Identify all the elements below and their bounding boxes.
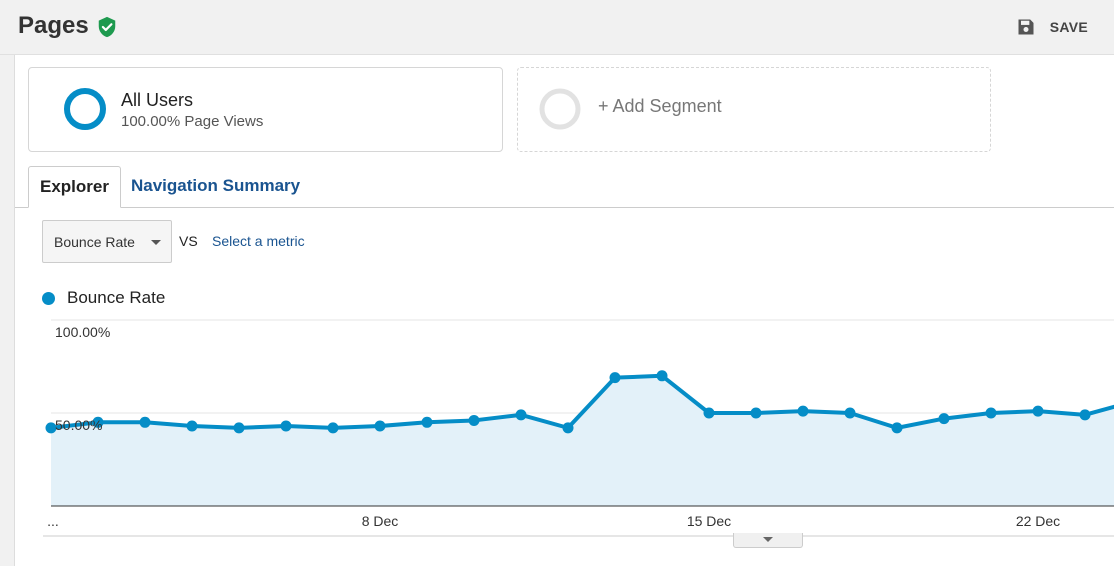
data-point xyxy=(374,420,386,432)
chart-expand-button[interactable] xyxy=(733,533,803,548)
data-point xyxy=(891,422,903,434)
page-title: Pages xyxy=(18,12,89,39)
segment-donut-icon xyxy=(64,88,106,130)
segment-subtitle: 100.00% Page Views xyxy=(121,113,264,130)
metric-dropdown-value: Bounce Rate xyxy=(54,234,135,250)
x-tick-label: 15 Dec xyxy=(687,513,731,529)
floppy-disk-icon xyxy=(1018,19,1034,35)
data-point xyxy=(938,413,950,425)
legend-dot xyxy=(42,292,55,305)
tab-navigation-summary[interactable]: Navigation Summary xyxy=(131,176,301,195)
data-point xyxy=(656,370,668,382)
data-point xyxy=(797,405,809,417)
data-point xyxy=(985,407,997,419)
data-point xyxy=(92,416,104,428)
save-button[interactable]: SAVE xyxy=(1016,15,1088,39)
chevron-down-icon xyxy=(151,240,161,245)
data-point xyxy=(421,416,433,428)
shield-check-icon xyxy=(98,16,116,38)
page-header: Pages SAVE xyxy=(0,0,1114,55)
data-point xyxy=(45,422,57,434)
data-point xyxy=(280,420,292,432)
data-point xyxy=(703,407,715,419)
segment-name: All Users xyxy=(121,90,194,110)
report-tabs: Explorer Navigation Summary xyxy=(15,166,1114,208)
data-point xyxy=(327,422,339,434)
data-point xyxy=(609,372,621,384)
add-segment-button[interactable]: + Add Segment xyxy=(517,67,991,152)
empty-segment-donut-icon xyxy=(539,88,581,130)
data-point xyxy=(468,414,480,426)
metric-dropdown[interactable]: Bounce Rate xyxy=(42,220,172,263)
tab-explorer[interactable]: Explorer xyxy=(28,166,121,208)
x-tick-label: ... xyxy=(47,513,59,529)
add-segment-label: + Add Segment xyxy=(598,96,722,116)
select-metric-link[interactable]: Select a metric xyxy=(212,233,305,249)
report-content: All Users 100.00% Page Views + Add Segme… xyxy=(14,55,1114,566)
data-point xyxy=(562,422,574,434)
save-label: SAVE xyxy=(1049,19,1088,35)
data-point xyxy=(139,416,151,428)
data-point xyxy=(844,407,856,419)
bounce-rate-chart: 100.00% 50.00%... 8 Dec 15 Dec 22 Dec xyxy=(43,319,1114,537)
data-point xyxy=(233,422,245,434)
data-point xyxy=(1079,409,1091,421)
segment-all-users[interactable]: All Users 100.00% Page Views xyxy=(28,67,503,152)
data-point xyxy=(1032,405,1044,417)
data-point xyxy=(515,409,527,421)
series-area xyxy=(51,375,1114,506)
x-tick-label: 8 Dec xyxy=(362,513,399,529)
data-point xyxy=(186,420,198,432)
chevron-down-icon xyxy=(763,537,773,542)
legend-label: Bounce Rate xyxy=(67,288,166,307)
data-point xyxy=(750,407,762,419)
x-tick-label: 22 Dec xyxy=(1016,513,1060,529)
y-tick-label: 100.00% xyxy=(55,324,110,340)
y-tick-label: 50.00% xyxy=(55,417,102,433)
vs-label: VS xyxy=(179,233,198,249)
